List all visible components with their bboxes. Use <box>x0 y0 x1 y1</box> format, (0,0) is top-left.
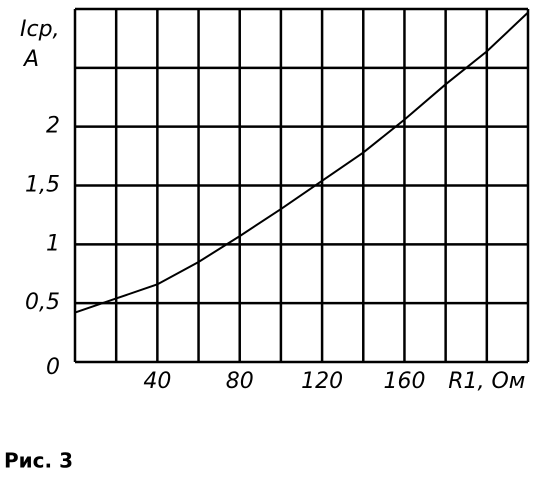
y-axis-label: A <box>22 47 39 72</box>
x-tick-label: 40 <box>143 369 171 394</box>
x-tick-label: 160 <box>383 369 425 394</box>
x-axis-label: R1, Ом <box>448 369 525 394</box>
y-tick-label: 0 <box>46 355 60 380</box>
y-tick-label: 1,5 <box>25 173 60 198</box>
caption: Рис. 3 <box>4 449 73 473</box>
y-tick-label: 2 <box>46 114 60 139</box>
x-tick-label: 120 <box>301 369 343 394</box>
y-tick-label: 0,5 <box>25 290 60 315</box>
y-tick-label: 1 <box>46 231 60 256</box>
line <box>74 11 529 314</box>
y-axis-label: Iср, <box>20 17 60 42</box>
x-tick-label: 80 <box>226 369 254 394</box>
